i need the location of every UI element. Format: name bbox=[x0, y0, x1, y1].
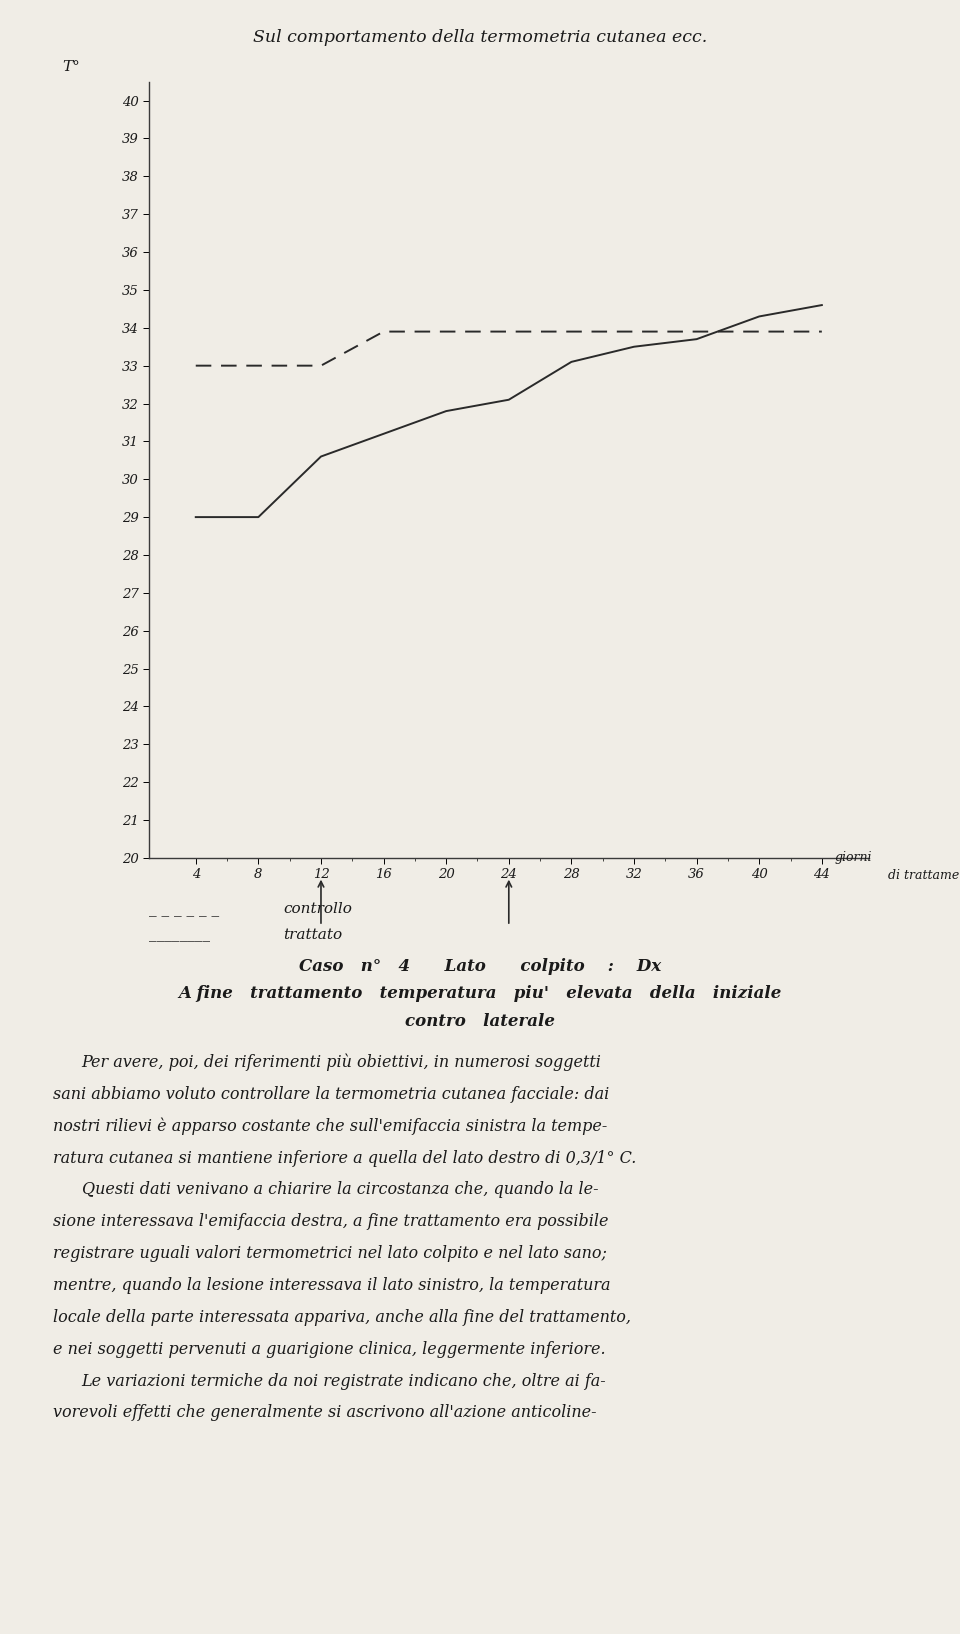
Text: controllo: controllo bbox=[283, 902, 352, 917]
Text: A fine   trattamento   temperatura   piu'   elevata   della   iniziale: A fine trattamento temperatura piu' elev… bbox=[179, 985, 781, 1002]
Text: mentre, quando la lesione interessava il lato sinistro, la temperatura: mentre, quando la lesione interessava il… bbox=[53, 1278, 611, 1294]
Text: Sul comportamento della termometria cutanea ecc.: Sul comportamento della termometria cuta… bbox=[252, 29, 708, 46]
Text: T°: T° bbox=[62, 60, 80, 74]
Text: _ _ _ _ _ _: _ _ _ _ _ _ bbox=[149, 902, 219, 917]
Text: registrare uguali valori termometrici nel lato colpito e nel lato sano;: registrare uguali valori termometrici ne… bbox=[53, 1245, 607, 1261]
Text: Caso   n°   4      Lato      colpito    :    Dx: Caso n° 4 Lato colpito : Dx bbox=[299, 958, 661, 974]
Text: ________: ________ bbox=[149, 928, 210, 943]
Text: giorni: giorni bbox=[834, 851, 872, 864]
Text: trattato: trattato bbox=[283, 928, 343, 943]
Text: Questi dati venivano a chiarire la circostanza che, quando la le-: Questi dati venivano a chiarire la circo… bbox=[82, 1181, 598, 1198]
Text: Per avere, poi, dei riferimenti più obiettivi, in numerosi soggetti: Per avere, poi, dei riferimenti più obie… bbox=[82, 1054, 602, 1072]
Text: vorevoli effetti che generalmente si ascrivono all'azione anticoline-: vorevoli effetti che generalmente si asc… bbox=[53, 1405, 596, 1422]
Text: contro   laterale: contro laterale bbox=[405, 1013, 555, 1029]
Text: e nei soggetti pervenuti a guarigione clinica, leggermente inferiore.: e nei soggetti pervenuti a guarigione cl… bbox=[53, 1340, 606, 1358]
Text: Le variazioni termiche da noi registrate indicano che, oltre ai fa-: Le variazioni termiche da noi registrate… bbox=[82, 1373, 606, 1389]
Text: di trattamento: di trattamento bbox=[888, 869, 960, 882]
Text: sione interessava l'emifaccia destra, a fine trattamento era possibile: sione interessava l'emifaccia destra, a … bbox=[53, 1212, 609, 1230]
Text: locale della parte interessata appariva, anche alla fine del trattamento,: locale della parte interessata appariva,… bbox=[53, 1309, 631, 1325]
Text: ratura cutanea si mantiene inferiore a quella del lato destro di 0,3/1° C.: ratura cutanea si mantiene inferiore a q… bbox=[53, 1150, 636, 1167]
Text: nostri rilievi è apparso costante che sull'emifaccia sinistra la tempe-: nostri rilievi è apparso costante che su… bbox=[53, 1118, 607, 1136]
Text: sani abbiamo voluto controllare la termometria cutanea facciale: dai: sani abbiamo voluto controllare la termo… bbox=[53, 1087, 609, 1103]
